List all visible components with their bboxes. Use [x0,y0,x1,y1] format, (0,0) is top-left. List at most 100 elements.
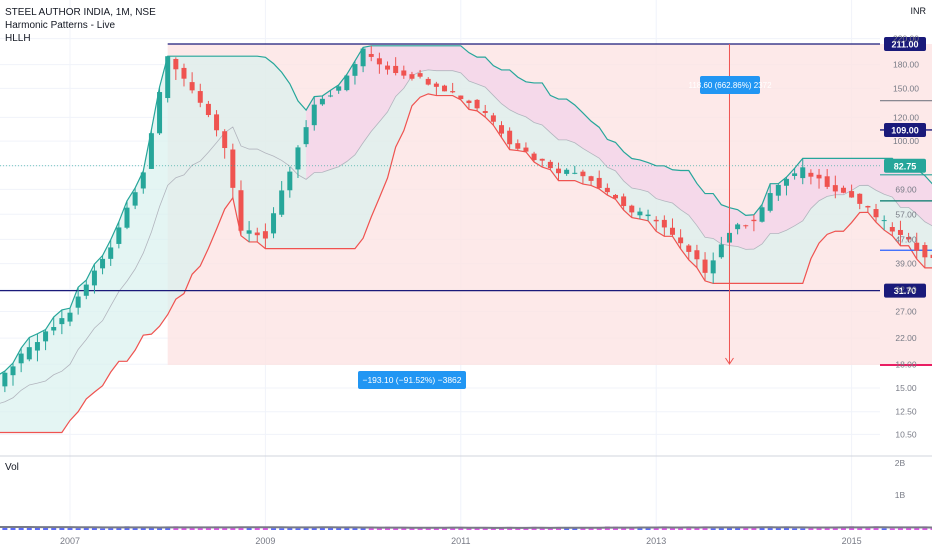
volume-bar [669,528,675,530]
x-tick-label: 2009 [255,536,275,546]
candle-body [759,207,765,222]
x-tick-label: 2007 [60,536,80,546]
candle-body [34,342,40,351]
x-tick-label: 2015 [842,536,862,546]
volume-bar [629,527,635,530]
volume-bar [466,528,472,530]
volume-bar [596,527,602,530]
measure-arrowhead-down [725,357,734,365]
volume-bar [344,527,350,530]
candle-body [523,147,529,152]
candle-body [352,64,358,76]
level-tag-label: 109.00 [891,125,919,135]
candle-body [385,65,391,70]
indicator-hllh-label[interactable]: HLLH [5,33,31,44]
candle-body [564,169,570,174]
y-tick-label: 39.00 [895,259,917,269]
hllh-pink-zone [306,45,932,250]
volume-bar [718,528,724,530]
y-tick-label: 10.50 [895,429,917,439]
candle-body [889,226,895,232]
candle-body [157,92,163,134]
volume-bar [930,527,932,530]
volume-bar [775,528,781,530]
candle-body [2,372,8,387]
volume-ma-line [0,525,932,529]
candle-body [409,74,415,79]
volume-bar [189,527,195,530]
candle-body [425,78,431,85]
candle-body [393,65,399,74]
candle-body [238,190,244,231]
candle-body [808,172,814,177]
candle-body [865,205,871,208]
volume-bar [816,527,822,530]
candle-body [922,245,928,258]
volume-bar [547,528,553,530]
volume-bar [678,528,684,530]
volume-bar [43,526,49,530]
candle-body [588,176,594,181]
volume-bar [352,527,358,530]
volume-bar [165,527,171,530]
volume-bar [889,528,895,530]
measure-down-tag-bg [358,371,466,389]
candle-body [303,127,309,145]
y-tick-label: 32.00 [895,284,917,294]
volume-bar [840,527,846,530]
candle-body [556,168,561,174]
candle-body [10,366,16,376]
candle-body [612,194,618,199]
volume-bar [751,527,757,530]
candle-body [205,103,211,116]
volume-tick-label: 2B [895,458,906,468]
volume-bar [140,527,146,530]
volume-bar [824,527,830,530]
volume-bar [442,527,448,530]
volume-bar [222,527,228,530]
candle-body [124,207,130,228]
level-tag-bg [884,37,926,51]
candle-body [621,196,627,207]
hllh-mid-line [0,69,932,404]
y-tick-label: 27.00 [895,307,917,317]
indicator-harmonic-label[interactable]: Harmonic Patterns - Live [5,20,116,31]
candle-body [262,231,268,239]
volume-bar [75,528,81,530]
candle-body [751,219,757,222]
candle-body [417,73,423,77]
volume-bar [376,528,382,530]
candle-body [360,48,366,67]
candle-body [230,149,236,188]
volume-bar [523,528,529,530]
volume-bar [588,527,594,530]
candle-body [401,70,407,76]
volume-bar [393,528,399,530]
candle-body [816,174,822,179]
candle-body [580,171,586,177]
level-tag-bg [884,122,926,137]
volume-bar [425,527,431,530]
currency-label: INR [910,6,927,16]
candle-body [271,213,277,234]
y-tick-label: 57.00 [895,209,917,219]
y-tick-label: 22.00 [895,333,917,343]
volume-bar [157,528,163,530]
candle-body [482,111,488,113]
candle-body [368,54,374,57]
y-tick-label: 69.00 [895,184,917,194]
volume-bar [319,527,325,530]
candle-body [311,104,317,126]
volume-bar [686,527,692,530]
volume-bar [287,527,293,530]
volume-bar [515,528,521,530]
candle-body [295,147,301,170]
volume-bar [450,527,456,530]
candle-body [735,224,741,230]
candle-body [165,56,171,99]
candle-body [91,270,97,286]
measure-up-tag: 118.60 (662.86%) 2372 [688,81,772,90]
y-tick-label: 15.00 [895,383,917,393]
candle-body [51,327,57,331]
candle-body [18,353,24,364]
